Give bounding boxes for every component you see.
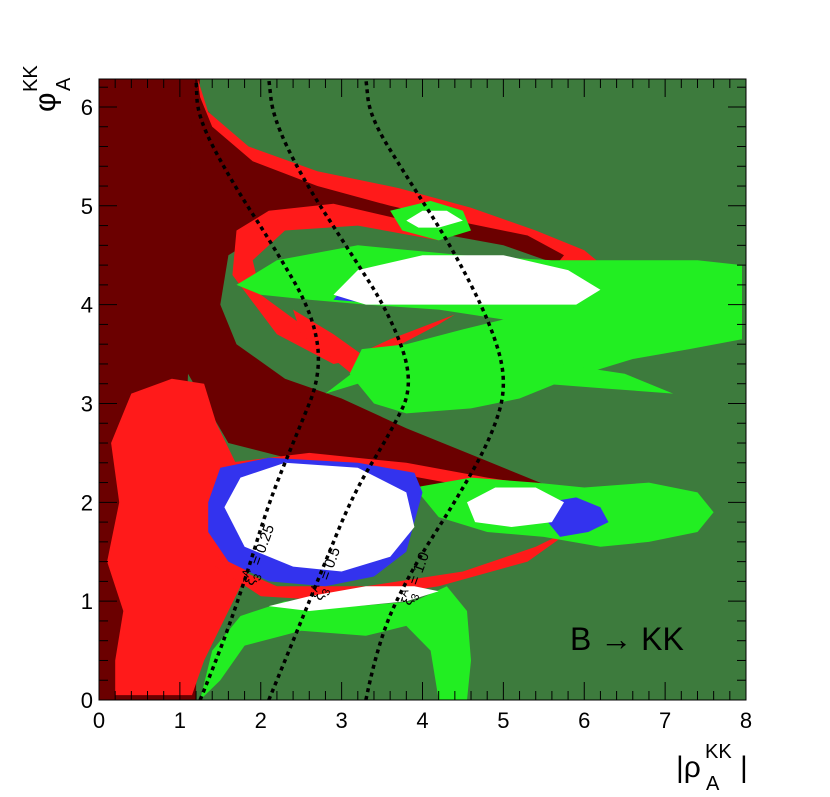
y-axis-title-sup: KK	[20, 65, 42, 92]
region-red-mid-loop	[232, 203, 480, 364]
region-green-thin-band	[325, 359, 674, 394]
y-tick-label: 6	[81, 95, 93, 120]
contour-label-sub: 3	[409, 592, 422, 602]
x-axis-title-suffix: |	[740, 751, 748, 784]
x-tick-label: 4	[416, 708, 428, 733]
x-tick-label: 2	[255, 708, 267, 733]
annotation-text: B → KK	[570, 621, 684, 657]
y-tick-label: 5	[81, 194, 93, 219]
y-axis-title-group: φ KK A	[20, 65, 75, 112]
x-tick-label: 1	[174, 708, 186, 733]
region-red-top-arm	[197, 79, 597, 271]
region-red-left	[107, 378, 253, 696]
contour-label-sup: A	[398, 587, 412, 599]
x-tick-label: 3	[336, 708, 348, 733]
tick-labels: 0 1 2 3 4 5 6 7 8 0 1 2 3 4 5 6	[81, 95, 752, 733]
y-tick-label: 0	[81, 688, 93, 713]
contour-label-sup: A	[240, 567, 254, 579]
region-white-right	[467, 487, 564, 527]
region-blue-right	[547, 497, 609, 537]
region-green-lower	[200, 586, 471, 700]
x-tick-label: 7	[659, 708, 671, 733]
region-dark-red-arm	[188, 79, 585, 513]
y-tick-label: 2	[81, 490, 93, 515]
region-white-top	[406, 210, 463, 228]
contour-label-sub: 3	[320, 587, 333, 597]
contour-label-sup: A	[309, 582, 323, 594]
x-axis-title-sup: KK	[705, 741, 732, 763]
x-tick-label: 0	[93, 708, 105, 733]
axis-ticks	[98, 79, 747, 701]
y-axis-title-sub: A	[53, 77, 75, 91]
x-tick-label: 5	[497, 708, 509, 733]
contour-label-sub: 3	[251, 573, 264, 583]
contour-line-2	[364, 79, 506, 700]
y-axis-title: φ	[29, 93, 62, 112]
x-tick-label: 6	[578, 708, 590, 733]
contour-line-1	[267, 79, 411, 700]
contour-line-0	[194, 79, 321, 700]
x-axis-title: |ρ	[676, 751, 701, 784]
y-tick-label: 1	[81, 589, 93, 614]
y-tick-label: 4	[81, 293, 93, 318]
region-white-sliver	[268, 586, 439, 611]
region-red-mid-tongue	[293, 309, 415, 389]
region-white-lower	[224, 462, 415, 572]
plot-area	[99, 79, 746, 700]
x-axis-title-sub: A	[706, 773, 720, 795]
x-tick-label: 8	[740, 708, 752, 733]
y-tick-label: 3	[81, 391, 93, 416]
